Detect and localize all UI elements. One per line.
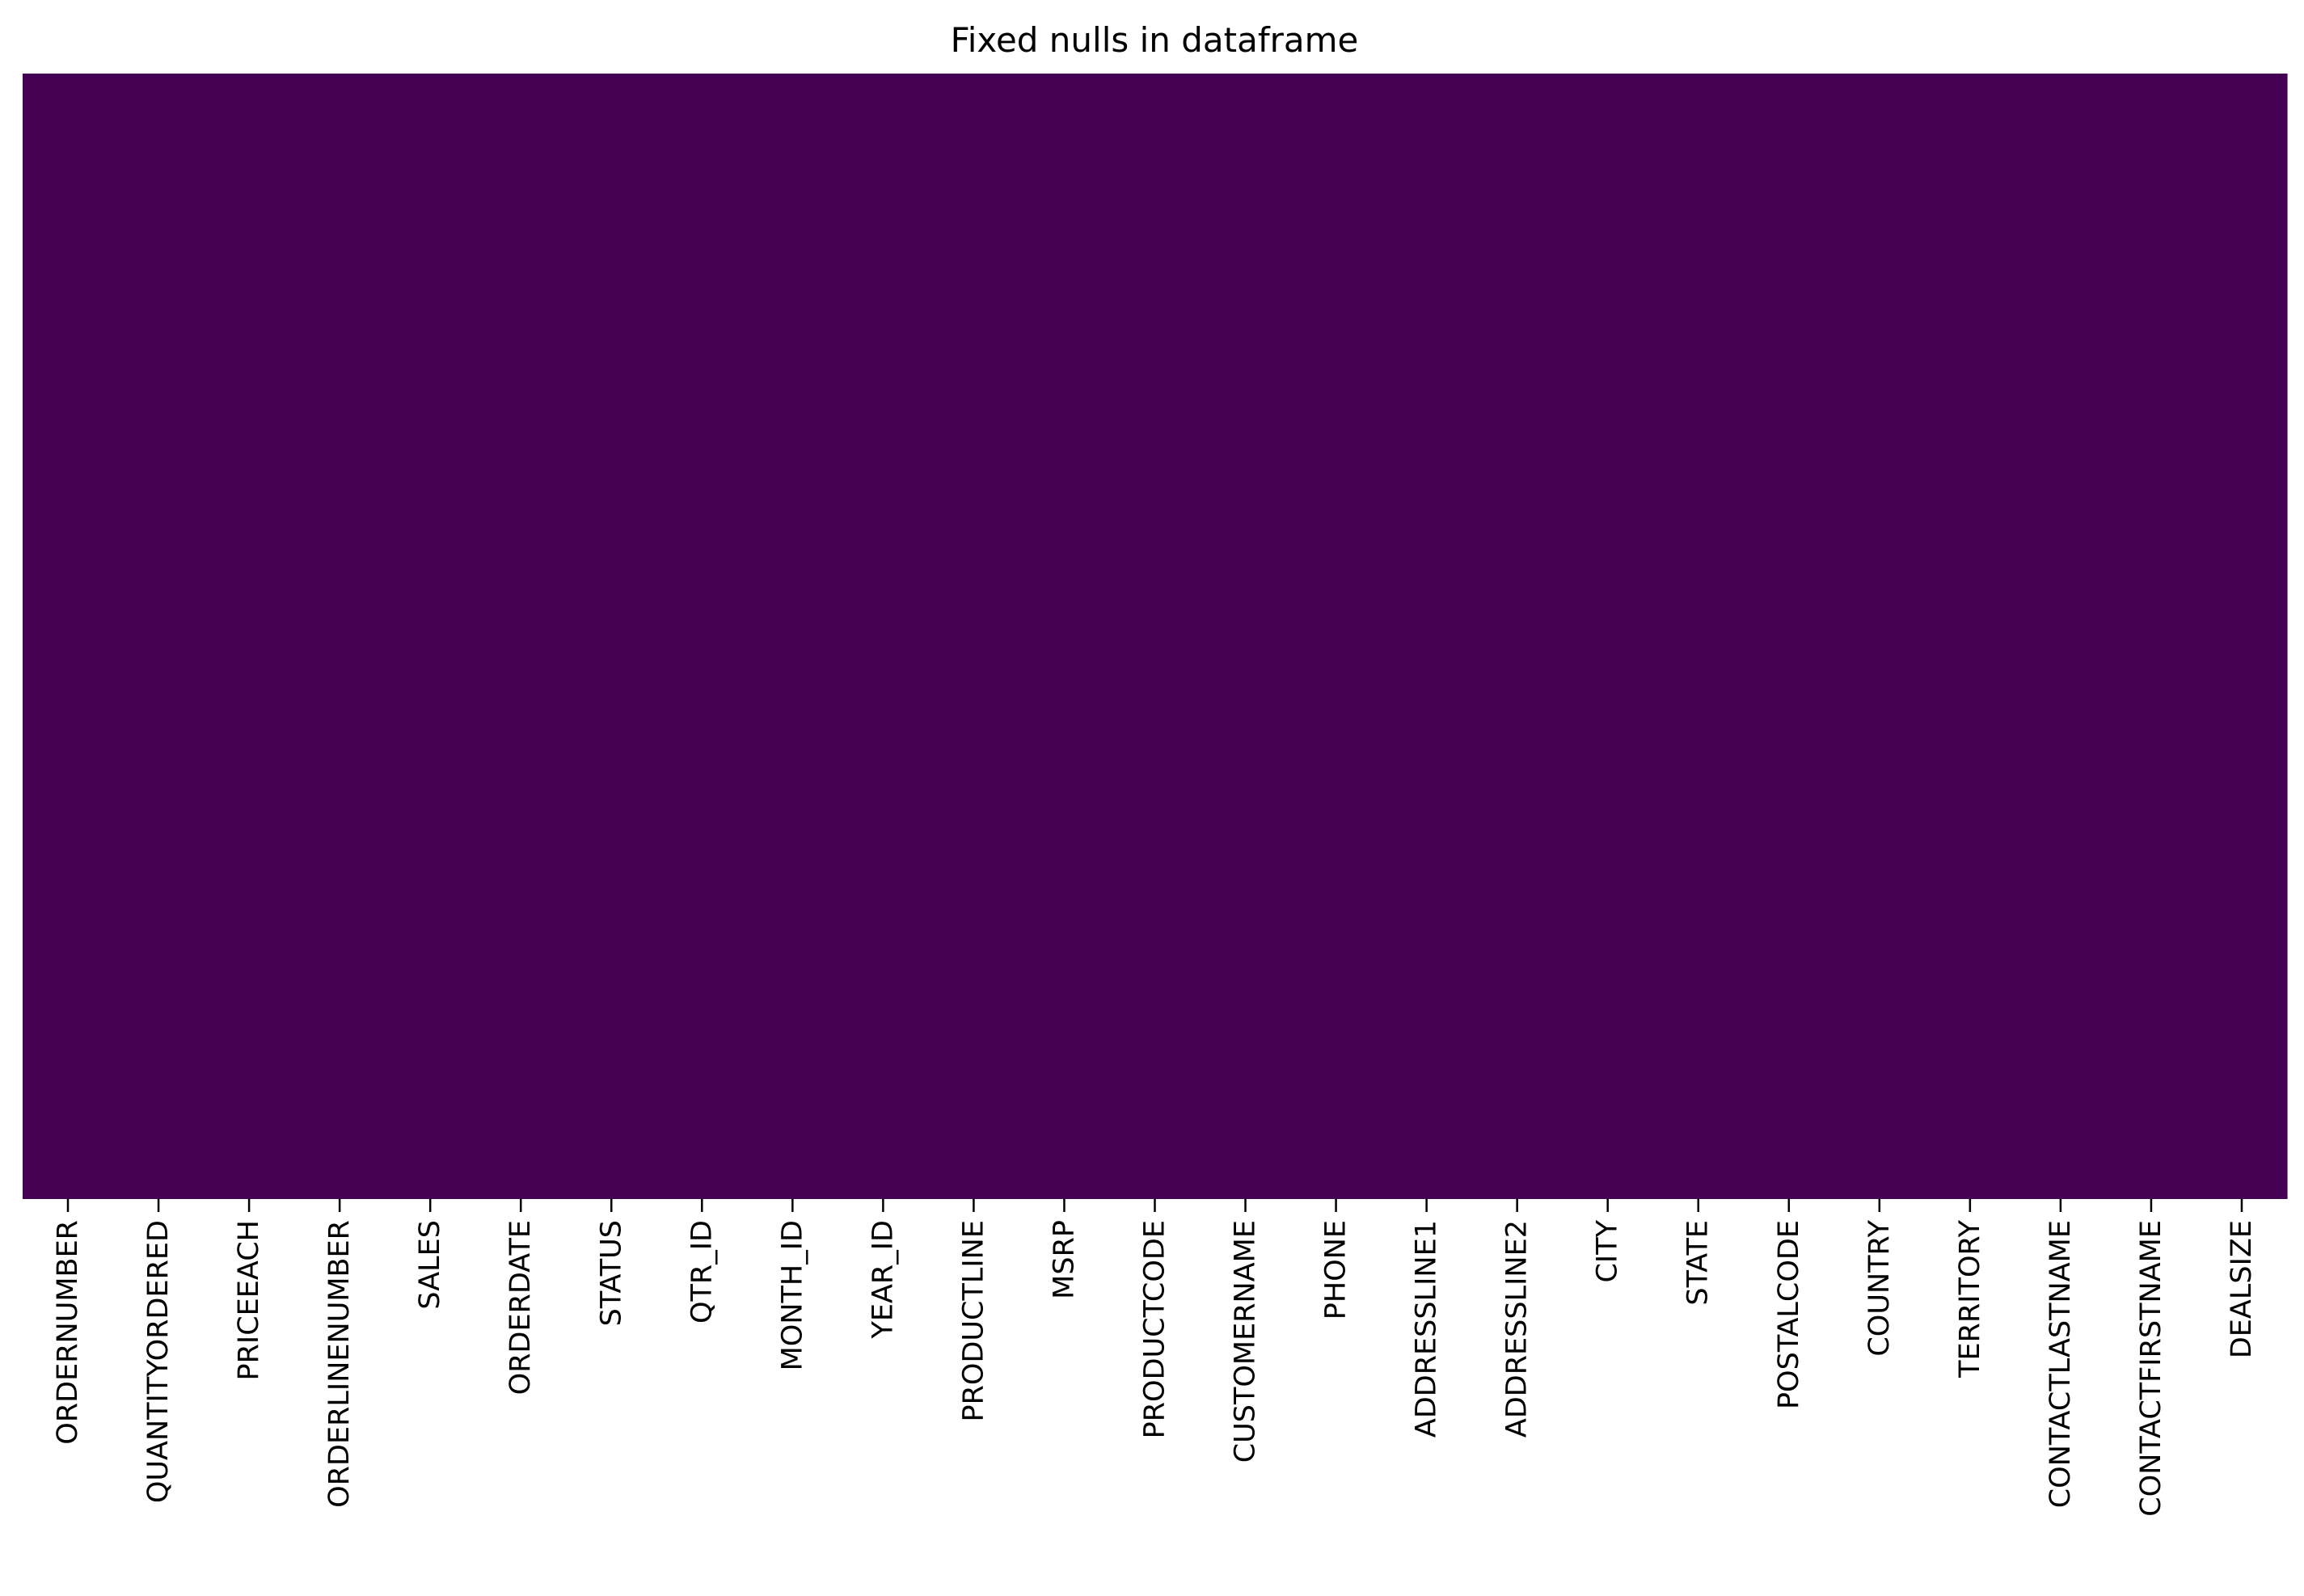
heatmap-cell <box>566 74 657 1199</box>
x-tick-label: ORDERNUMBER <box>52 1220 84 1445</box>
x-tick-label: PRODUCTLINE <box>957 1220 990 1421</box>
x-tick-label: TERRITORY <box>1954 1219 1986 1378</box>
x-tick-label: ORDERLINENUMBER <box>323 1220 356 1508</box>
heatmap-cell <box>838 74 929 1199</box>
heatmap-cell <box>1833 74 1926 1199</box>
heatmap-cell <box>1200 74 1292 1199</box>
heatmap-cell <box>1381 74 1473 1199</box>
x-tick-label: CONTACTFIRSTNAME <box>2135 1220 2167 1517</box>
x-tick-label: ADDRESSLINE2 <box>1501 1220 1534 1438</box>
x-tick-label: CITY <box>1592 1219 1624 1282</box>
x-tick-label: COUNTRY <box>1863 1219 1896 1356</box>
x-axis-ticks <box>66 1199 2243 1212</box>
heatmap-cells <box>23 74 2288 1199</box>
heatmap-cell <box>1562 74 1654 1199</box>
heatmap-cell <box>2196 74 2288 1199</box>
x-tick-label: PHONE <box>1320 1220 1352 1319</box>
x-tick-label: SALES <box>414 1220 446 1310</box>
x-tick-label: ADDRESSLINE1 <box>1411 1220 1443 1438</box>
heatmap-cell <box>747 74 838 1199</box>
heatmap-cell <box>656 74 748 1199</box>
x-tick-label: QUANTITYORDERED <box>142 1220 175 1503</box>
heatmap-cell <box>294 74 386 1199</box>
heatmap-cell <box>204 74 295 1199</box>
heatmap-cell <box>2105 74 2197 1199</box>
heatmap-cell <box>1019 74 1111 1199</box>
x-tick-label: MSRP <box>1048 1220 1080 1299</box>
heatmap-cell <box>113 74 205 1199</box>
x-tick-label: QTR_ID <box>686 1220 718 1324</box>
x-tick-label: STATE <box>1682 1220 1715 1306</box>
heatmap-cell <box>475 74 567 1199</box>
x-tick-label: ORDERDATE <box>504 1220 537 1395</box>
heatmap-cell <box>1471 74 1563 1199</box>
heatmap-cell <box>1743 74 1835 1199</box>
chart-title: Fixed nulls in dataframe <box>951 20 1359 60</box>
x-tick-label: PRICEEACH <box>233 1220 265 1381</box>
heatmap-cell <box>1924 74 2016 1199</box>
x-tick-label: MONTH_ID <box>776 1220 808 1370</box>
heatmap-cell <box>928 74 1020 1199</box>
heatmap-cell <box>2015 74 2107 1199</box>
x-tick-label: PRODUCTCODE <box>1139 1220 1171 1438</box>
x-tick-label: CUSTOMERNAME <box>1230 1220 1262 1463</box>
x-tick-label: DEALSIZE <box>2226 1220 2258 1358</box>
x-axis-tick-labels: ORDERNUMBER QUANTITYORDERED PRICEEACH ORDER… <box>52 1219 2258 1516</box>
x-tick-label: STATUS <box>595 1220 627 1326</box>
heatmap-cell <box>385 74 476 1199</box>
x-tick-label: YEAR_ID <box>867 1220 899 1340</box>
heatmap-cell <box>1109 74 1201 1199</box>
x-tick-label: POSTALCODE <box>1773 1220 1805 1409</box>
heatmap-cell <box>23 74 114 1199</box>
x-tick-label: CONTACTLASTNAME <box>2044 1220 2077 1508</box>
heatmap-cell <box>1290 74 1382 1199</box>
heatmap-cell <box>1652 74 1745 1199</box>
